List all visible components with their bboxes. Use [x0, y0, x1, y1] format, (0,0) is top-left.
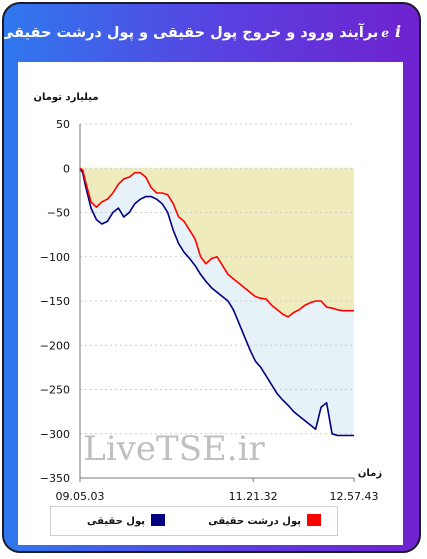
- legend-swatch-red: [307, 514, 321, 526]
- link-icon: ℯ: [381, 26, 389, 40]
- legend-item-real-money[interactable]: پول حقیقی: [87, 514, 165, 528]
- chart-title: iℯبرآیند ورود و خروج پول حقیقی و پول درش…: [4, 12, 405, 52]
- card-frame: iℯبرآیند ورود و خروج پول حقیقی و پول درش…: [2, 2, 421, 553]
- x-tick-label: 11.21.32: [229, 490, 278, 502]
- area-fill-big-money: [80, 168, 354, 317]
- y-tick-label: −350: [40, 472, 70, 485]
- y-tick-label: 0: [63, 162, 70, 175]
- series-line-real-money: [79, 167, 354, 437]
- y-axis-title: میلیارد تومان: [33, 92, 98, 103]
- y-tick-label: −300: [40, 428, 70, 441]
- line-chart: 50 0 −50 −100 −150 −200 −250 −300 −350 09.05.03 11…: [33, 92, 382, 502]
- y-tick-label: −200: [40, 339, 70, 352]
- chart-title-text: برآیند ورود و خروج پول حقیقی و پول درشت …: [2, 25, 379, 41]
- y-tick-label: −250: [40, 384, 70, 397]
- x-tick-label: 12.57.43: [330, 490, 379, 502]
- info-icon[interactable]: i: [394, 22, 402, 41]
- series-line-big-real-money: [79, 167, 354, 318]
- area-fill-real-money: [80, 168, 354, 436]
- y-tick-label: 50: [56, 118, 70, 131]
- legend-swatch-navy: [151, 514, 165, 526]
- legend-item-big-real-money[interactable]: پول درشت حقیقی: [208, 514, 321, 528]
- y-tick-label: −50: [47, 207, 70, 220]
- legend-label-real-money: پول حقیقی: [87, 516, 145, 527]
- watermark-text: LiveTSE.ir: [83, 429, 265, 469]
- x-tick-label: 09.05.03: [56, 490, 105, 502]
- chart-legend: پول درشت حقیقی پول حقیقی: [50, 506, 338, 536]
- y-tick-label: −150: [40, 295, 70, 308]
- chart-panel: 50 0 −50 −100 −150 −200 −250 −300 −350 09.05.03 11…: [18, 62, 403, 545]
- x-axis-title: زمان: [358, 468, 382, 479]
- y-tick-label: −100: [40, 251, 70, 264]
- legend-label-big-real-money: پول درشت حقیقی: [208, 516, 301, 527]
